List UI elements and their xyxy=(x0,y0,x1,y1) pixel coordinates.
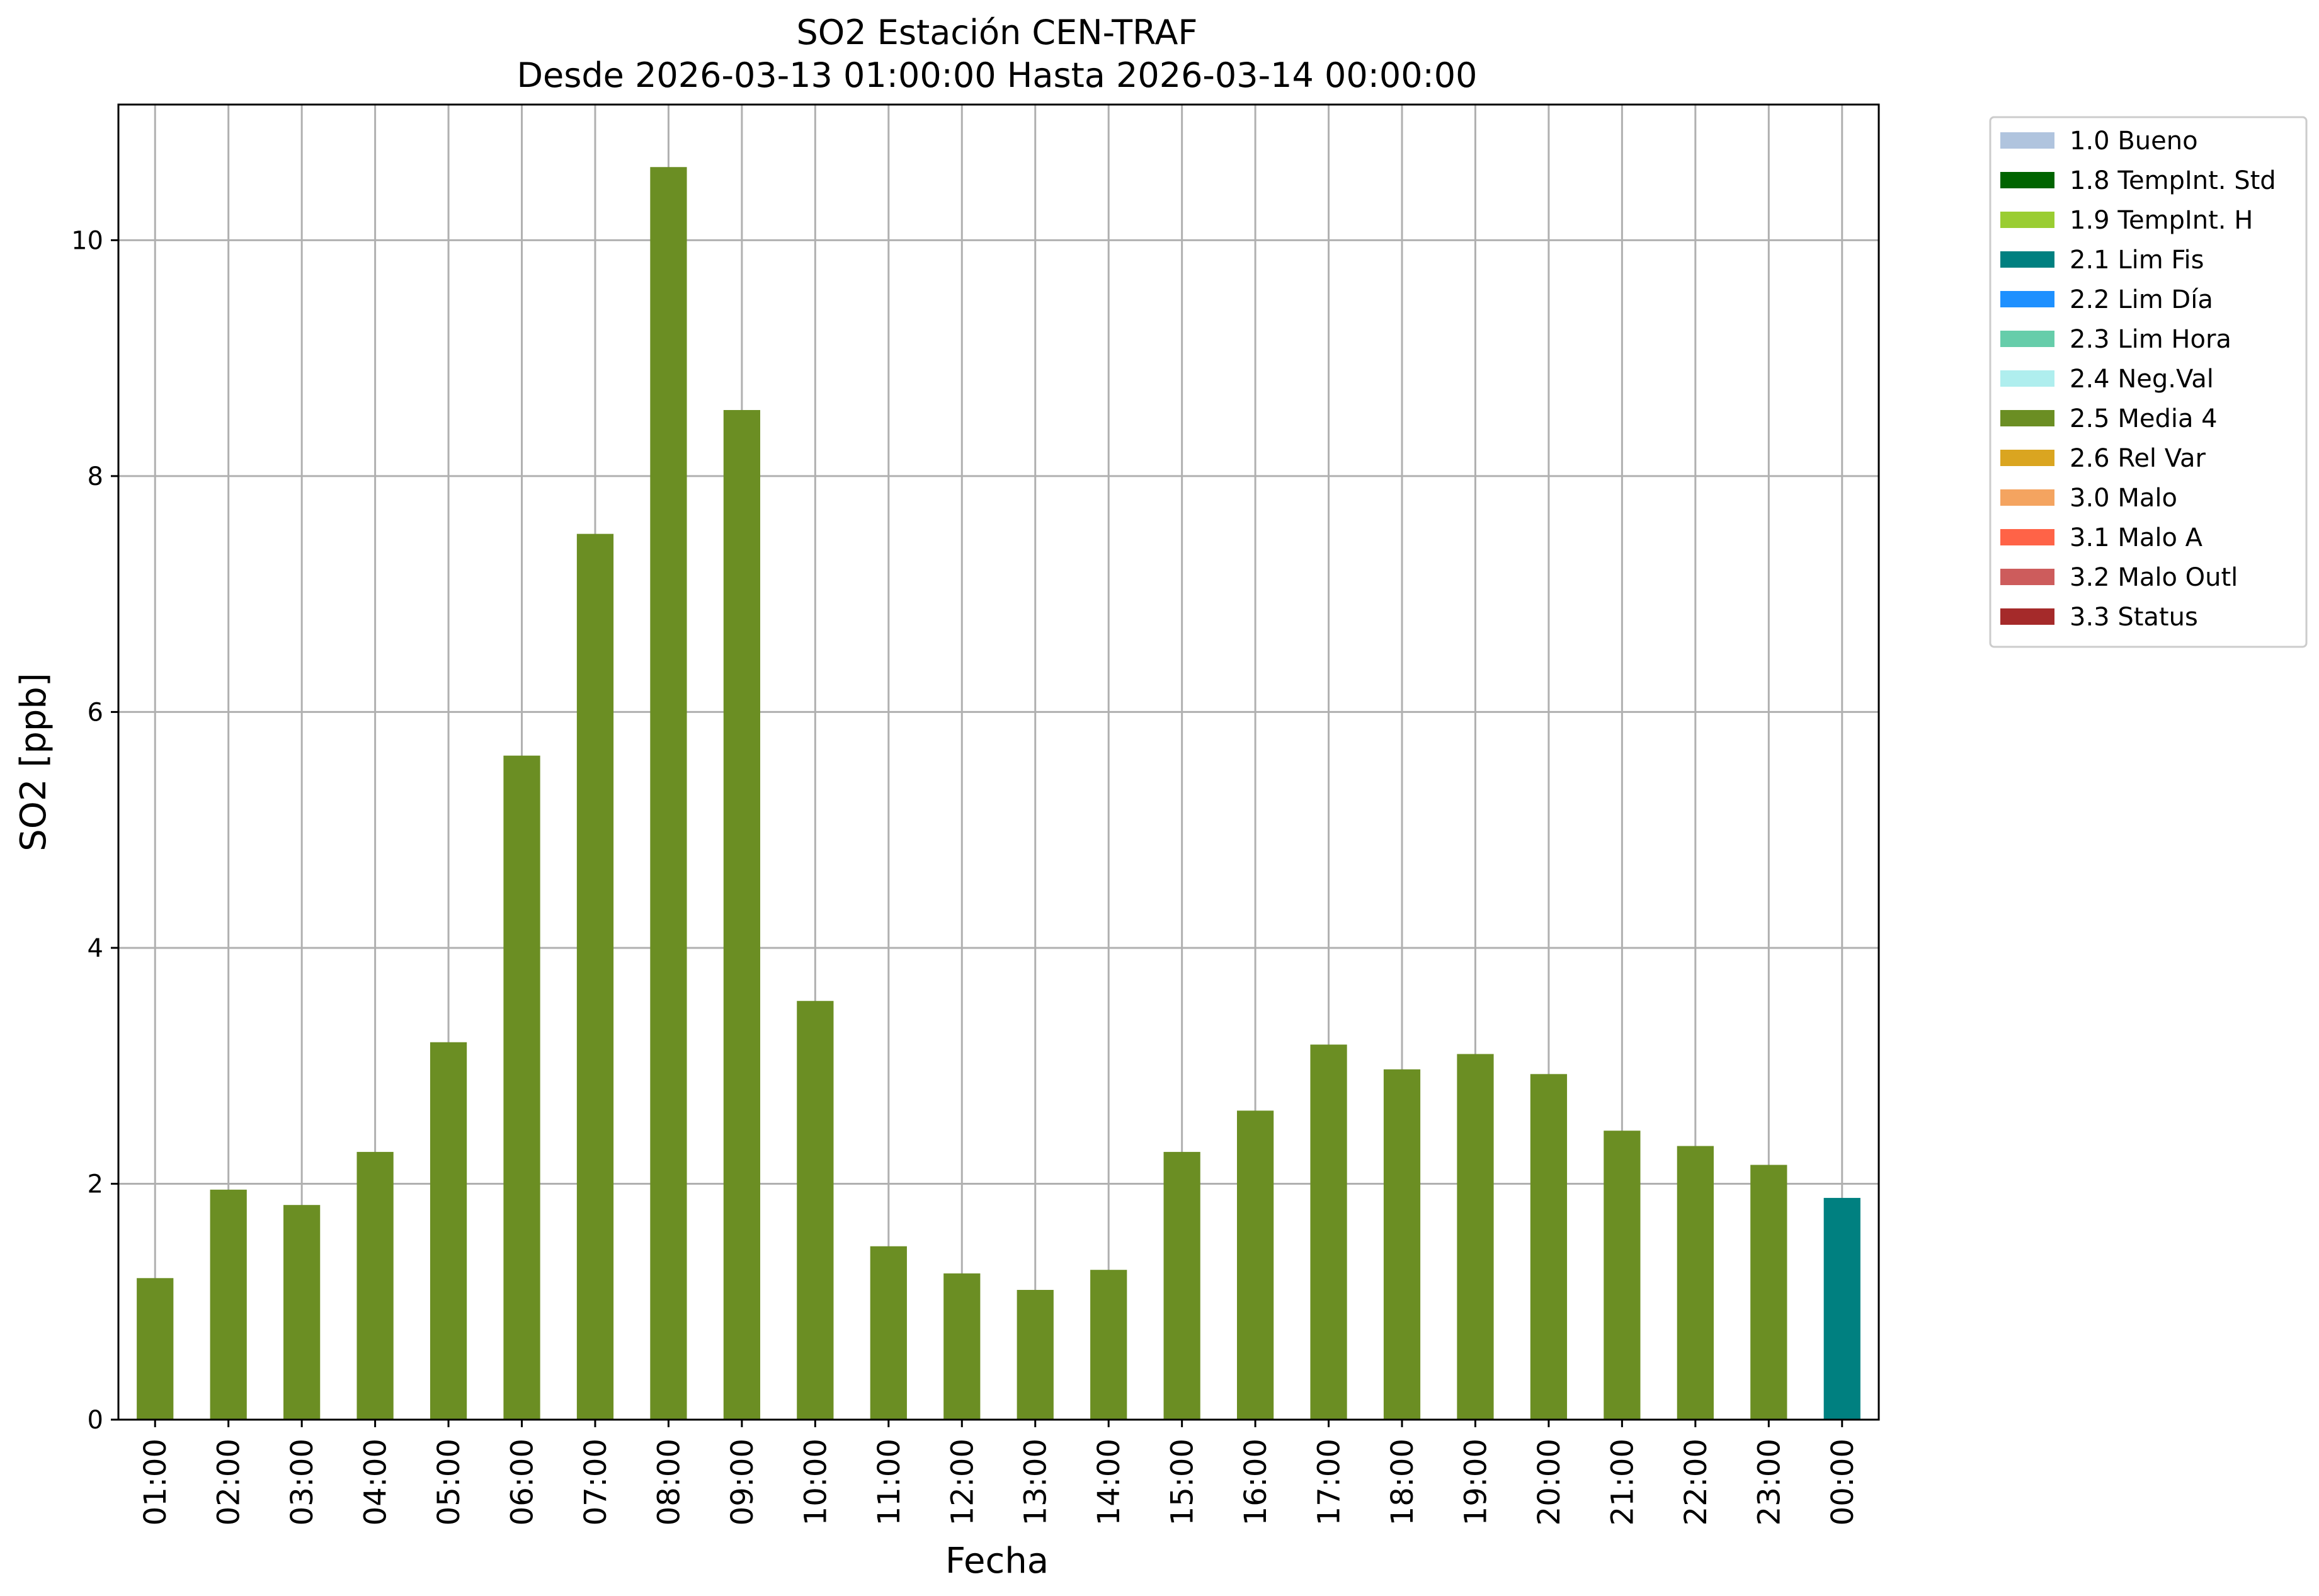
legend-swatch xyxy=(2000,569,2054,585)
x-tick-label: 15:00 xyxy=(1165,1439,1200,1525)
bar xyxy=(1677,1146,1714,1420)
legend-swatch xyxy=(2000,212,2054,228)
bar xyxy=(210,1189,247,1420)
legend-label: 2.4 Neg.Val xyxy=(2070,365,2214,394)
x-tick-label: 07:00 xyxy=(578,1439,613,1525)
bar xyxy=(1604,1131,1641,1420)
x-tick-label: 04:00 xyxy=(358,1439,394,1525)
legend-swatch xyxy=(2000,251,2054,268)
bar xyxy=(1017,1290,1054,1420)
x-tick-label: 09:00 xyxy=(725,1439,760,1525)
x-axis-label: Fecha xyxy=(945,1541,1049,1582)
y-tick-label: 10 xyxy=(71,226,103,255)
bar xyxy=(137,1278,174,1420)
x-tick-label: 18:00 xyxy=(1385,1439,1420,1525)
legend-swatch xyxy=(2000,489,2054,506)
legend-swatch xyxy=(2000,331,2054,347)
legend-swatch xyxy=(2000,410,2054,426)
y-tick-label: 0 xyxy=(88,1406,103,1435)
legend-swatch xyxy=(2000,529,2054,545)
bar xyxy=(430,1042,467,1420)
x-tick-label: 05:00 xyxy=(431,1439,467,1525)
bar xyxy=(1457,1054,1494,1420)
legend-label: 1.0 Bueno xyxy=(2070,127,2198,156)
chart-title: SO2 Estación CEN-TRAF xyxy=(796,13,1197,52)
x-tick-label: 03:00 xyxy=(285,1439,320,1525)
x-tick-label: 08:00 xyxy=(651,1439,687,1525)
x-tick-label: 12:00 xyxy=(945,1439,980,1525)
legend-swatch xyxy=(2000,608,2054,625)
bar xyxy=(797,1001,834,1420)
legend-label: 2.6 Rel Var xyxy=(2070,444,2206,473)
bar xyxy=(576,533,614,1420)
legend-label: 3.3 Status xyxy=(2070,603,2198,632)
x-tick-label: 17:00 xyxy=(1312,1439,1347,1525)
legend-label: 3.0 Malo xyxy=(2070,484,2177,513)
bar xyxy=(870,1246,907,1420)
legend-label: 2.2 Lim Día xyxy=(2070,285,2213,314)
legend-swatch xyxy=(2000,291,2054,307)
bar xyxy=(723,410,761,1420)
legend-swatch xyxy=(2000,450,2054,466)
legend-label: 3.1 Malo A xyxy=(2070,523,2203,552)
x-axis: 01:00 02:00 03:00 04:00 05:00 06:00 07:00 08:00… xyxy=(138,1420,1860,1525)
x-tick-label: 02:00 xyxy=(212,1439,247,1525)
bar xyxy=(283,1205,321,1420)
bar xyxy=(1163,1151,1200,1420)
legend-label: 3.2 Malo Outl xyxy=(2070,563,2238,592)
bar xyxy=(650,167,687,1420)
legend-swatch xyxy=(2000,132,2054,149)
legend-swatch xyxy=(2000,370,2054,387)
plot-frame xyxy=(117,103,1880,1421)
x-tick-label: 23:00 xyxy=(1752,1439,1787,1525)
bar xyxy=(943,1273,981,1420)
legend-label: 2.5 Media 4 xyxy=(2070,404,2218,433)
x-tick-label: 20:00 xyxy=(1532,1439,1567,1525)
x-tick-label: 00:00 xyxy=(1825,1439,1860,1525)
legend-label: 1.8 TempInt. Std xyxy=(2070,166,2276,195)
bar xyxy=(1823,1197,1860,1420)
legend-label: 2.1 Lim Fis xyxy=(2070,246,2204,275)
y-axis-label: SO2 [ppb] xyxy=(13,673,54,851)
y-tick-label: 2 xyxy=(88,1170,103,1199)
x-tick-label: 10:00 xyxy=(798,1439,833,1525)
x-tick-label: 19:00 xyxy=(1458,1439,1493,1525)
x-tick-label: 16:00 xyxy=(1238,1439,1273,1525)
bars-group xyxy=(137,167,1860,1420)
bar xyxy=(1236,1110,1274,1420)
bar xyxy=(503,755,540,1420)
legend-swatch xyxy=(2000,172,2054,188)
bar xyxy=(356,1151,394,1420)
x-tick-label: 13:00 xyxy=(1018,1439,1054,1525)
x-tick-label: 21:00 xyxy=(1605,1439,1640,1525)
x-tick-label: 11:00 xyxy=(872,1439,907,1525)
y-tick-label: 6 xyxy=(88,698,103,727)
x-tick-label: 22:00 xyxy=(1678,1439,1714,1525)
y-axis: 0 2 4 6 8 10 xyxy=(71,226,118,1435)
legend-box xyxy=(1989,116,2308,648)
x-tick-label: 01:00 xyxy=(138,1439,173,1525)
x-tick-label: 14:00 xyxy=(1091,1439,1127,1525)
bar xyxy=(1530,1074,1568,1420)
bar xyxy=(1090,1270,1127,1420)
legend-label: 2.3 Lim Hora xyxy=(2070,325,2231,354)
legend-label: 1.9 TempInt. H xyxy=(2070,206,2253,235)
bar xyxy=(1310,1044,1347,1420)
bar xyxy=(1750,1165,1787,1420)
y-tick-label: 8 xyxy=(88,462,103,491)
y-tick-label: 4 xyxy=(88,934,103,963)
legend: 1.0 Bueno 1.8 TempInt. Std 1.9 TempInt. H 2… xyxy=(1989,116,2308,648)
x-tick-label: 06:00 xyxy=(505,1439,540,1525)
bar xyxy=(1383,1069,1421,1420)
chart-subtitle: Desde 2026-03-13 01:00:00 Hasta 2026-03-… xyxy=(516,55,1477,95)
